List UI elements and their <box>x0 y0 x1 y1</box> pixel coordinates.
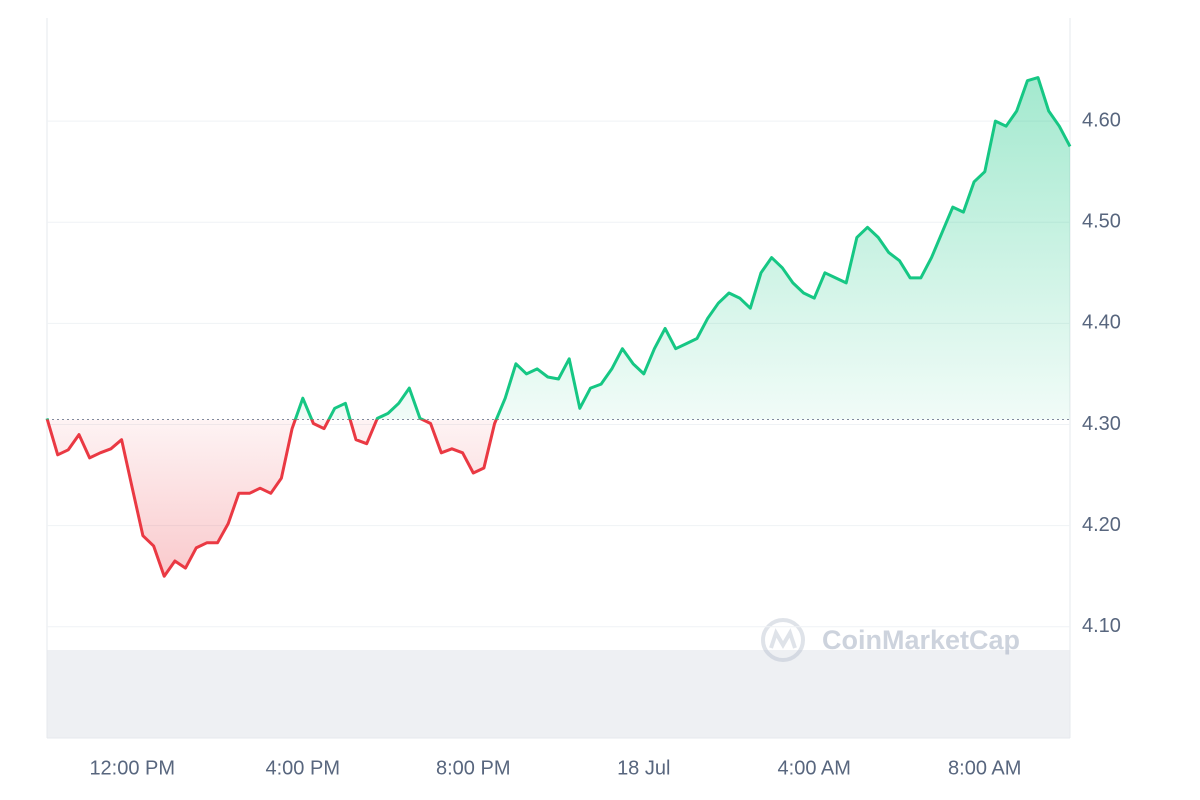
y-tick-label: 4.40 <box>1082 312 1121 334</box>
volume-band <box>47 650 1070 738</box>
x-tick-label: 8:00 AM <box>948 757 1021 779</box>
x-tick-label: 4:00 PM <box>266 757 340 779</box>
x-tick-label: 12:00 PM <box>89 757 175 779</box>
x-tick-label: 8:00 PM <box>436 757 510 779</box>
y-tick-label: 4.10 <box>1082 615 1121 637</box>
y-tick-label: 4.20 <box>1082 514 1121 536</box>
y-tick-label: 4.50 <box>1082 211 1121 233</box>
watermark-logo <box>761 618 805 662</box>
x-tick-label: 18 Jul <box>617 757 670 779</box>
area <box>47 77 1070 577</box>
price-line <box>45 76 1072 578</box>
x-tick-label: 4:00 AM <box>778 757 851 779</box>
watermark: CoinMarketCap <box>822 625 1020 655</box>
y-tick-label: 4.30 <box>1082 413 1121 435</box>
y-tick-label: 4.60 <box>1082 109 1121 131</box>
